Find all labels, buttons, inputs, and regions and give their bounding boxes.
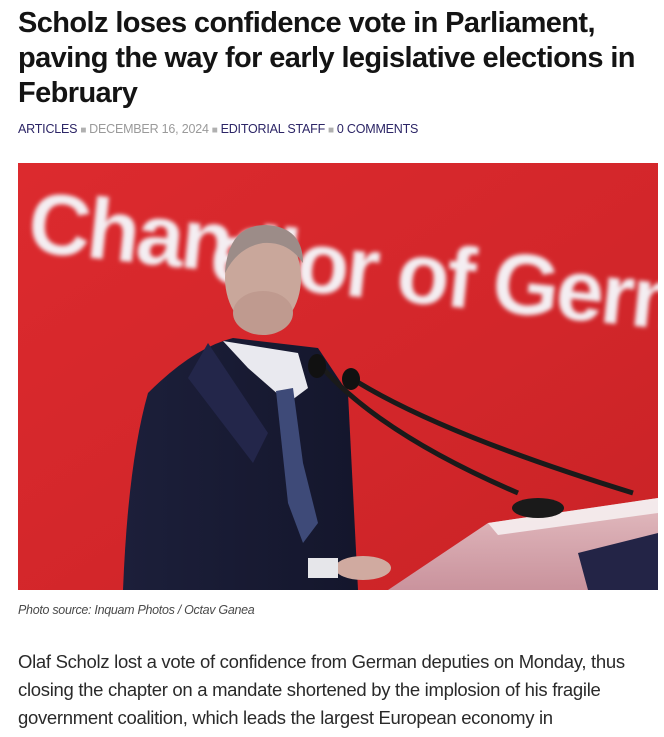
meta-separator: ■ [328, 125, 334, 136]
speaker-photo: Chanc ellor of Germany [18, 163, 658, 590]
author-link[interactable]: EDITORIAL STAFF [220, 122, 326, 136]
article-body: Olaf Scholz lost a vote of confidence fr… [18, 651, 625, 728]
meta-separator: ■ [211, 125, 218, 136]
hero-image: Chanc ellor of Germany [18, 163, 658, 590]
article-title: Scholz loses confidence vote in Parliame… [18, 7, 635, 109]
comments-link[interactable]: 0 COMMENTS [336, 122, 419, 136]
meta-separator: ■ [80, 125, 87, 136]
publish-date: DECEMBER 16, 2024 [89, 122, 209, 136]
article-meta: ARTICLES ■ DECEMBER 16, 2024 ■ EDITORIAL STA… [18, 121, 418, 139]
category-link[interactable]: ARTICLES [18, 122, 78, 136]
photo-caption: Photo source: Inquam Photos / Octav Gane… [18, 603, 255, 617]
